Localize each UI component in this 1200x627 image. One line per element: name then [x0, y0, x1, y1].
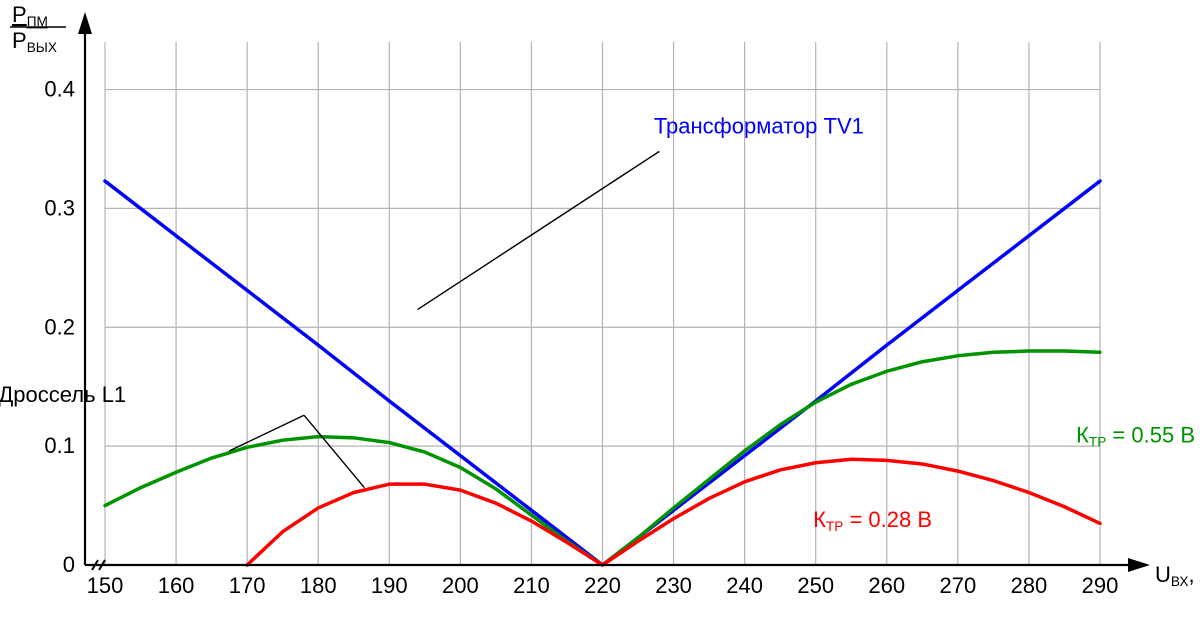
annotation-label: Дроссель L1: [0, 382, 126, 407]
series-label: Трансформатор TV1: [654, 114, 864, 139]
y-tick-label: 0.3: [44, 195, 75, 220]
x-tick-label: 280: [1011, 573, 1048, 598]
x-tick-label: 160: [158, 573, 195, 598]
x-tick-label: 190: [371, 573, 408, 598]
x-tick-label: 170: [229, 573, 266, 598]
y-tick-label: 0.2: [44, 314, 75, 339]
x-tick-label: 250: [797, 573, 834, 598]
x-tick-label: 240: [726, 573, 763, 598]
x-tick-label: 200: [442, 573, 479, 598]
x-tick-label: 230: [655, 573, 692, 598]
x-tick-label: 290: [1082, 573, 1119, 598]
x-tick-label: 150: [87, 573, 124, 598]
x-tick-label: 270: [939, 573, 976, 598]
x-tick-label: 180: [300, 573, 337, 598]
y-tick-label: 0.1: [44, 433, 75, 458]
x-tick-label: 260: [868, 573, 905, 598]
y-tick-label: 0.4: [44, 77, 75, 102]
x-tick-label: 210: [513, 573, 550, 598]
x-tick-label: 220: [584, 573, 621, 598]
line-chart: 150 160 170 180 190 200 210 220 230 240 250 260 270 2…: [0, 0, 1200, 627]
y-tick-label: 0: [63, 552, 75, 577]
